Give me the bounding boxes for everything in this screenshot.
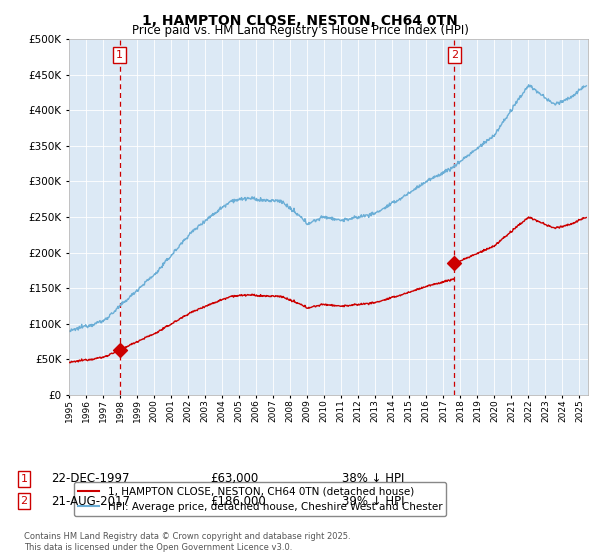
Legend: 1, HAMPTON CLOSE, NESTON, CH64 0TN (detached house), HPI: Average price, detache: 1, HAMPTON CLOSE, NESTON, CH64 0TN (deta… (74, 482, 446, 516)
Text: £63,000: £63,000 (210, 472, 258, 486)
Text: 1: 1 (20, 474, 28, 484)
Text: £186,000: £186,000 (210, 494, 266, 508)
Text: 22-DEC-1997: 22-DEC-1997 (51, 472, 130, 486)
Text: Contains HM Land Registry data © Crown copyright and database right 2025.
This d: Contains HM Land Registry data © Crown c… (24, 533, 350, 552)
Text: 1: 1 (116, 50, 123, 60)
Text: 2: 2 (451, 50, 458, 60)
Point (115, 346, 124, 354)
Point (449, 258, 459, 267)
Text: 1, HAMPTON CLOSE, NESTON, CH64 0TN: 1, HAMPTON CLOSE, NESTON, CH64 0TN (142, 14, 458, 28)
Text: Price paid vs. HM Land Registry's House Price Index (HPI): Price paid vs. HM Land Registry's House … (131, 24, 469, 37)
Text: 38% ↓ HPI: 38% ↓ HPI (342, 472, 404, 486)
Text: 39% ↓ HPI: 39% ↓ HPI (342, 494, 404, 508)
Text: 2: 2 (20, 496, 28, 506)
Text: 21-AUG-2017: 21-AUG-2017 (51, 494, 130, 508)
